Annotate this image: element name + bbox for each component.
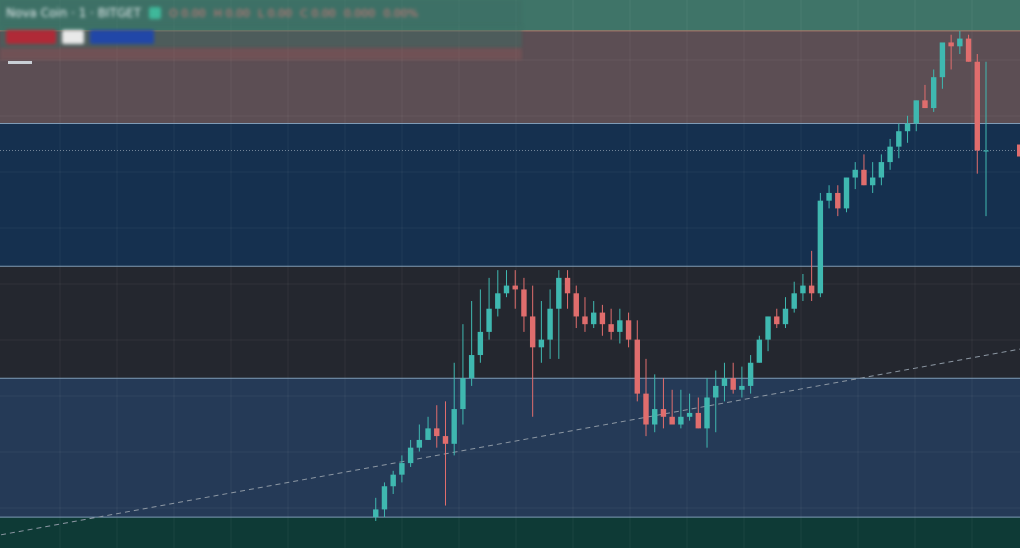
candle-body [625, 320, 632, 340]
candle-body [599, 312, 606, 325]
ohlc-close: C 0.00 [300, 6, 336, 20]
candle-body [747, 362, 754, 386]
candle-body [704, 397, 710, 429]
quick-trade-bar[interactable] [0, 26, 522, 48]
candle-body [922, 100, 928, 109]
candle-body [739, 385, 745, 390]
candle-body [765, 316, 771, 340]
candle-body [774, 316, 780, 325]
candle-body [800, 285, 806, 294]
top-zone [0, 30, 1020, 124]
candle-body [503, 285, 510, 294]
candle-body [460, 378, 466, 410]
candle-body [547, 308, 553, 340]
candle-body [948, 42, 954, 47]
lower-zone [0, 378, 1020, 518]
market-status-icon [149, 7, 162, 19]
candle-body [390, 474, 396, 487]
candle-body [373, 509, 379, 518]
candle-body [756, 339, 763, 363]
candle-body [634, 339, 640, 394]
candle-body [556, 277, 562, 309]
mid-zone [0, 266, 1020, 379]
candle-body [852, 169, 858, 178]
candle-body [416, 439, 423, 448]
candle-body [442, 436, 449, 444]
candle-body [529, 316, 536, 348]
candle-body [669, 416, 675, 425]
candle-body [678, 416, 684, 425]
candle-body [730, 378, 736, 390]
candle-body [608, 324, 614, 332]
candle-body [477, 331, 484, 356]
ohlc-change-percent: 0.00% [383, 6, 419, 20]
collapse-legend-icon[interactable] [8, 61, 32, 64]
candle-body [486, 308, 492, 332]
candle-body [590, 312, 597, 325]
candle-body [974, 61, 980, 151]
candle-body [521, 289, 527, 317]
candle-body [817, 200, 824, 294]
candle-body [843, 177, 850, 209]
candle-body [617, 320, 623, 332]
ohlc-change: 0.000 [343, 6, 376, 20]
candle-body [451, 409, 457, 444]
candle-body [878, 162, 885, 178]
candle-body [930, 77, 937, 109]
candle-body [538, 339, 545, 348]
candle-body [782, 308, 789, 325]
candle-body [791, 293, 797, 309]
candle-body [564, 277, 571, 294]
ohlc-high: H 0.00 [213, 6, 251, 20]
candle-body [695, 412, 702, 429]
upper-zone [0, 123, 1020, 267]
candle-body [713, 385, 719, 398]
candle-body [983, 150, 989, 152]
buy-button[interactable] [90, 30, 154, 44]
candle-body [381, 486, 388, 510]
candle-body [913, 100, 919, 124]
candle-body [904, 123, 911, 132]
candle-body [399, 463, 405, 475]
candle-body [582, 316, 588, 325]
candle-body [869, 177, 876, 186]
candle-body [965, 38, 972, 62]
symbol-title[interactable]: Nova Coin · 1 · BITGET [6, 6, 142, 20]
candle-body [887, 146, 893, 163]
indicator-legend-row [0, 48, 522, 60]
trend-line [0, 348, 1020, 536]
last-price-marker [1017, 144, 1020, 157]
candle-body [425, 428, 431, 440]
candle-body [721, 378, 728, 386]
candle-body [573, 293, 579, 317]
ohlc-low: L 0.00 [258, 6, 293, 20]
candle-body [957, 38, 963, 47]
candle-body [468, 355, 475, 379]
candle-body [896, 131, 902, 147]
candle-body [643, 393, 649, 425]
candle-body [434, 428, 440, 437]
bottom-zone [0, 517, 1020, 548]
legend-bar[interactable]: Nova Coin · 1 · BITGET O 0.00 H 0.00 L 0… [0, 0, 522, 26]
candle-body [808, 285, 815, 294]
spread-badge [62, 30, 84, 44]
ohlc-open: O 0.00 [169, 6, 206, 20]
candle-body [939, 42, 946, 78]
candle-body [686, 412, 693, 417]
candle-body [407, 447, 414, 464]
candle-body [660, 409, 667, 417]
candle-body [652, 409, 658, 425]
candle-body [495, 293, 501, 309]
candle-body [835, 192, 841, 209]
candle-body [826, 192, 832, 201]
sell-button[interactable] [6, 30, 56, 44]
candle-body [512, 285, 518, 290]
candle-body [861, 169, 867, 186]
